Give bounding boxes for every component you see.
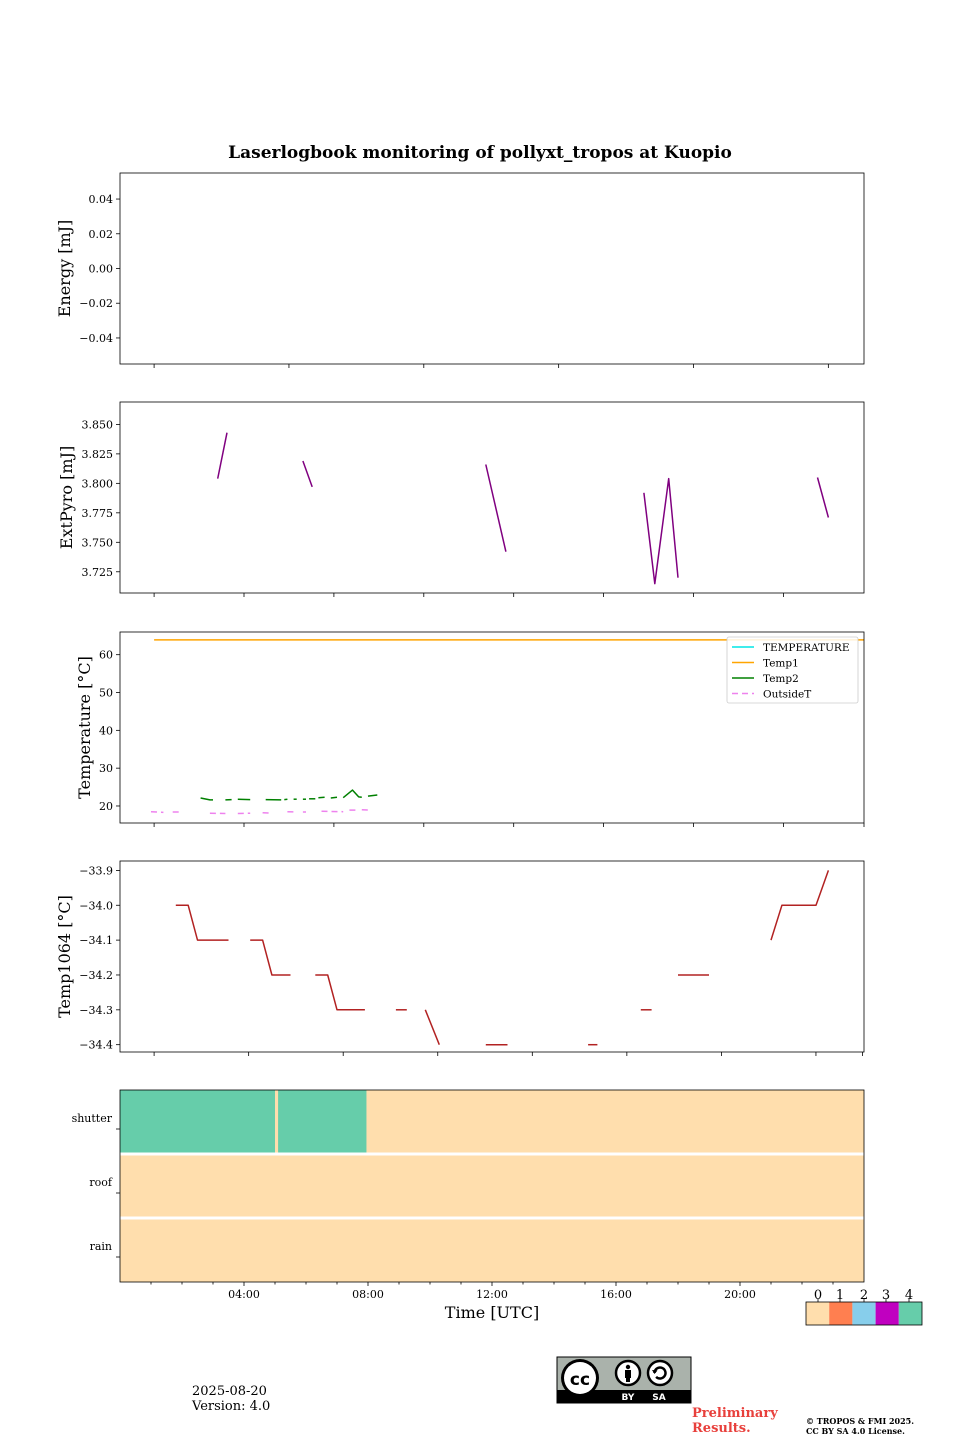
- axes-frame-energy: [119, 172, 865, 365]
- legend-label-1: Temp1: [763, 658, 799, 670]
- ytick-label-extpyro-1: 3.825: [82, 448, 114, 461]
- series-temp1064-0-segment-4: [424, 1009, 440, 1045]
- ytick-label-temperature-2: 40: [99, 724, 113, 737]
- colorbar-label-1: 1: [836, 1288, 844, 1303]
- footer-date: 2025-08-20: [192, 1384, 267, 1399]
- ytick-label-temp1064-5: −34.4: [79, 1039, 113, 1052]
- axes-frame-temperature: [119, 631, 865, 824]
- legend-label-0: TEMPERATURE: [763, 642, 850, 654]
- heatmap-cells: [120, 1090, 864, 1282]
- figure-title: Laserlogbook monitoring of pollyxt_tropo…: [228, 143, 732, 163]
- ytick-label-energy-1: 0.02: [89, 228, 114, 241]
- svg-text:cc: cc: [570, 1370, 590, 1390]
- ytick-label-extpyro-0: 3.850: [82, 418, 114, 431]
- copyright-line-2: CC BY SA 4.0 License.: [806, 1426, 905, 1436]
- footer-info: 2025-08-20 Version: 4.0: [192, 1384, 270, 1414]
- colorbar-label-2: 2: [860, 1288, 868, 1303]
- colorbar-swatch-4: [898, 1302, 922, 1325]
- cc-by-sa-icon: cc BY SA: [556, 1356, 692, 1404]
- preliminary-line-2: Results.: [692, 1421, 751, 1436]
- copyright-line-1: © TROPOS & FMI 2025.: [806, 1416, 915, 1426]
- ylabel-temp1064: Temp1064 [°C]: [55, 895, 74, 1018]
- panel-extpyro: 3.850 3.825 3.800 3.775 3.750 3.725 ExtPyro [m…: [57, 401, 865, 597]
- colorbar-swatch-1: [829, 1302, 853, 1325]
- preliminary-note: Preliminary Results.: [692, 1406, 778, 1436]
- footer-version: Version: 4.0: [192, 1399, 271, 1414]
- colorbar-swatch-0: [806, 1302, 830, 1325]
- row-label-roof: roof: [89, 1176, 113, 1189]
- legend-label-3: OutsideT: [763, 689, 811, 701]
- ytick-label-temp1064-1: −34.0: [79, 899, 113, 912]
- ylabel-extpyro: ExtPyro [mJ]: [57, 446, 76, 549]
- cell-shutter-1: [278, 1090, 367, 1154]
- series-temperature-2-segment-11: [367, 794, 378, 797]
- series-group-extpyro: [216, 432, 830, 585]
- series-group-temp1064: [175, 870, 830, 1046]
- row-label-shutter: shutter: [72, 1112, 113, 1125]
- ytick-label-temperature-4: 20: [99, 800, 113, 813]
- series-temperature-2-segment-10: [342, 789, 362, 799]
- copyright-note: © TROPOS & FMI 2025. CC BY SA 4.0 Licens…: [806, 1416, 914, 1436]
- panel-temperature: 60 50 40 30 20 Temperature [°C] TEMPERATURE Tem…: [75, 631, 865, 827]
- axes-frame-temp1064: [119, 860, 865, 1053]
- series-temp1064-0-segment-9: [770, 870, 830, 941]
- ytick-label-extpyro-2: 3.800: [82, 477, 114, 490]
- axes-frame-extpyro: [119, 401, 865, 594]
- xtick-label-1: 08:00: [352, 1288, 384, 1301]
- colorbar-swatch-3: [875, 1302, 899, 1325]
- sa-icon: [646, 1359, 674, 1387]
- colorbar-swatch-2: [852, 1302, 876, 1325]
- xtick-label-0: 04:00: [228, 1288, 260, 1301]
- ytick-label-energy-2: 0.00: [89, 263, 114, 276]
- ytick-label-temp1064-2: −34.1: [79, 934, 113, 947]
- colorbar-label-4: 4: [905, 1288, 913, 1303]
- series-temp1064-0-segment-0: [175, 904, 229, 941]
- cell-rain-base: [120, 1218, 864, 1282]
- legend-label-2: Temp2: [763, 673, 799, 685]
- ylabel-energy: Energy [mJ]: [55, 220, 74, 318]
- ytick-label-energy-4: −0.04: [79, 332, 113, 345]
- preliminary-line-1: Preliminary: [692, 1406, 778, 1421]
- series-extpyro-0-segment-2: [485, 464, 507, 552]
- series-extpyro-0-segment-0: [216, 432, 228, 479]
- ytick-label-temp1064-3: −34.2: [79, 969, 113, 982]
- series-temperature-2-segment-9: [330, 796, 338, 799]
- series-temperature-2-segment-0: [200, 797, 213, 801]
- sa-label: SA: [652, 1393, 665, 1403]
- xtick-label-2: 12:00: [476, 1288, 508, 1301]
- series-temp1064-0-segment-2: [315, 974, 365, 1011]
- ytick-label-temperature-0: 60: [99, 649, 113, 662]
- ytick-label-energy-3: −0.02: [79, 297, 113, 310]
- ytick-label-temperature-3: 30: [99, 762, 113, 775]
- panel-temp1064: −33.9 −34.0 −34.1 −34.2 −34.3 −34.4 Temp1064 […: [55, 860, 865, 1056]
- cell-shutter-0: [120, 1090, 275, 1154]
- panel-energy: 0.04 0.02 0.00 −0.02 −0.04 Energy [mJ]: [55, 172, 865, 368]
- ytick-label-extpyro-5: 3.725: [82, 566, 114, 579]
- xtick-label-3: 16:00: [600, 1288, 632, 1301]
- by-label: BY: [622, 1393, 635, 1403]
- ytick-label-extpyro-4: 3.750: [82, 536, 114, 549]
- ylabel-temperature: Temperature [°C]: [75, 656, 94, 799]
- ytick-label-extpyro-3: 3.775: [82, 507, 114, 520]
- row-label-rain: rain: [90, 1240, 112, 1253]
- panel-status: shutter roof rain 04:00 08:00 12:00 16:00 20:00…: [72, 1089, 865, 1322]
- ytick-label-energy-0: 0.04: [89, 193, 114, 206]
- legend-temperature: TEMPERATURE Temp1 Temp2 OutsideT: [726, 636, 859, 704]
- colorbar-label-3: 3: [882, 1288, 890, 1303]
- ytick-label-temperature-1: 50: [99, 687, 113, 700]
- ytick-label-temp1064-4: −34.3: [79, 1004, 113, 1017]
- series-temp1064-0-segment-1: [250, 939, 291, 976]
- ytick-label-temp1064-0: −33.9: [79, 864, 113, 877]
- legend-frame: [726, 636, 859, 704]
- series-extpyro-0-segment-1: [302, 460, 313, 488]
- xtick-label-4: 20:00: [724, 1288, 756, 1301]
- xlabel-status: Time [UTC]: [445, 1303, 539, 1322]
- series-extpyro-0-segment-3: [643, 477, 679, 585]
- cell-roof-base: [120, 1154, 864, 1218]
- series-extpyro-0-segment-4: [816, 477, 830, 518]
- series-temperature-3-segment-0: [150, 810, 164, 814]
- colorbar-label-0: 0: [814, 1288, 822, 1303]
